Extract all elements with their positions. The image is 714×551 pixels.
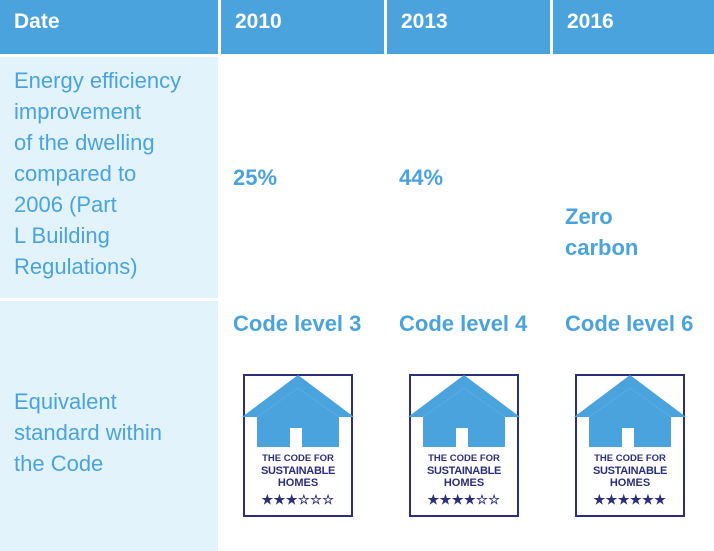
code-level-2010: Code level 3 [233,311,362,336]
header-date: Date [0,0,218,54]
logo-text-line: THE CODE FOR [262,453,334,464]
label-line: improvement [14,99,142,124]
efficiency-2010-value: 25% [233,164,278,190]
logo-text-line: THE CODE FOR [594,453,666,464]
logo-text-line: HOMES [609,477,651,489]
house-icon [574,375,686,447]
efficiency-2016-value: Zero carbon [565,201,638,263]
efficiency-2013-cell: 44% [387,57,550,298]
label-line: Regulations) [14,254,138,279]
code-level-2016: Code level 6 [565,311,694,336]
logo-text-line: SUSTAINABLE [592,465,668,477]
code-2013-cell: Code level 4 THE CODE FOR SUSTAINABLE HO… [387,301,550,551]
label-line: Energy efficiency [14,68,182,93]
logo-text-line: SUSTAINABLE [260,465,336,477]
header-2016: 2016 [553,0,714,54]
header-2013: 2013 [387,0,550,54]
code-2010-cell: Code level 3 THE CODE FOR SUSTAINABLE HO… [221,301,384,551]
label-line: compared to [14,161,137,186]
energy-efficiency-label: Energy efficiency improvement of the dwe… [0,57,218,298]
star-rating: ★★★★☆☆ [427,492,501,507]
logo-text-line: HOMES [277,477,319,489]
logo-text-line: THE CODE FOR [428,453,500,464]
code-for-sustainable-homes-logo: THE CODE FOR SUSTAINABLE HOMES ★★★★★★ [574,374,686,517]
label-line: of the dwelling [14,130,155,155]
house-icon [408,375,520,447]
efficiency-2016-cell: Zero carbon [553,57,714,298]
efficiency-2010-cell: 25% [221,57,384,298]
logo-text-line: SUSTAINABLE [426,465,502,477]
value-line: Zero [565,204,613,229]
star-rating: ★★★★★★ [593,492,667,507]
code-level-2013: Code level 4 [399,311,528,336]
label-line: 2006 (Part [14,192,117,217]
house-icon [242,375,354,447]
label-line: the Code [14,450,104,476]
label-line: standard within [14,419,162,445]
logo-text-line: HOMES [443,477,485,489]
efficiency-2013-value: 44% [399,164,444,190]
label-line: L Building [14,223,110,248]
value-line: carbon [565,235,639,260]
star-rating: ★★★☆☆☆ [261,492,335,507]
code-2016-cell: Code level 6 THE CODE FOR SUSTAINABLE HO… [553,301,714,551]
code-for-sustainable-homes-logo: THE CODE FOR SUSTAINABLE HOMES ★★★☆☆☆ [242,374,354,517]
label-line: Equivalent [14,388,117,414]
code-for-sustainable-homes-logo: THE CODE FOR SUSTAINABLE HOMES ★★★★☆☆ [408,374,520,517]
equivalent-standard-label: Equivalent standard within the Code [0,301,218,551]
header-2010: 2010 [221,0,384,54]
